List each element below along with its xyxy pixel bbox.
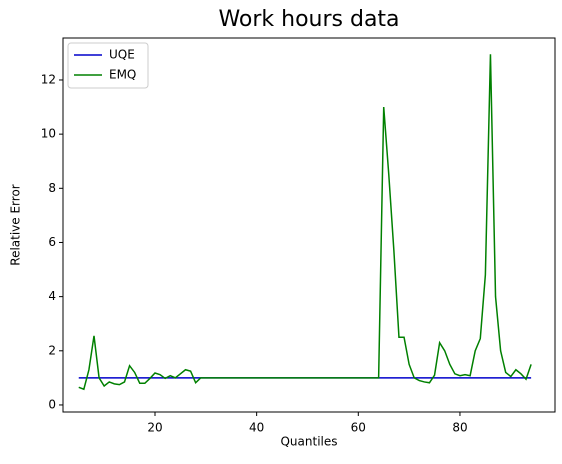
legend-label: UQE [109, 48, 135, 62]
plot-frame [62, 37, 556, 413]
y-tick-label: 4 [48, 289, 56, 303]
x-tick-label: 60 [351, 421, 366, 435]
y-tick-label: 12 [41, 72, 56, 86]
line-series [78, 54, 532, 391]
x-tick-label: 40 [249, 421, 264, 435]
legend-label: EMQ [109, 68, 136, 82]
y-tick-label: 10 [41, 127, 56, 141]
y-tick-label: 0 [48, 397, 56, 411]
y-tick-label: 6 [48, 235, 56, 249]
y-axis-label: Relative Error [9, 184, 23, 266]
chart-title: Work hours data [218, 7, 399, 32]
y-tick-label: 8 [48, 181, 56, 195]
x-tick-label: 20 [147, 421, 162, 435]
y-tick-label: 2 [48, 343, 56, 357]
x-axis-label: Quantiles [280, 435, 337, 449]
x-tick-label: 80 [452, 421, 467, 435]
